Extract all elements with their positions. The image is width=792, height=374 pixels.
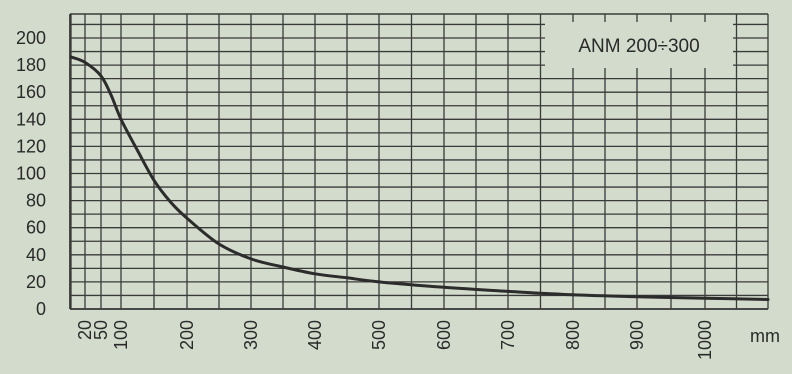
x-tick-label: 900 <box>627 320 647 350</box>
x-tick-label: 300 <box>241 320 261 350</box>
y-tick-label: 80 <box>26 191 46 211</box>
y-tick-label: 180 <box>16 55 46 75</box>
y-tick-label: 60 <box>26 218 46 238</box>
x-tick-label: 700 <box>498 320 518 350</box>
x-unit-label: mm <box>750 326 780 346</box>
y-tick-label: 100 <box>16 164 46 184</box>
x-tick-label: 1000 <box>695 320 715 360</box>
x-tick-label: 100 <box>111 320 131 350</box>
x-tick-label: 200 <box>177 320 197 350</box>
x-tick-label: 50 <box>91 320 111 340</box>
y-tick-label: 0 <box>36 299 46 319</box>
y-axis-ticks: 0 20 40 60 80 100 120 140 160 180 200 <box>16 28 46 319</box>
y-tick-label: 120 <box>16 136 46 156</box>
y-tick-label: 140 <box>16 109 46 129</box>
x-tick-label: 600 <box>434 320 454 350</box>
x-tick-label: 800 <box>563 320 583 350</box>
legend-label: ANM 200÷300 <box>578 36 699 57</box>
y-tick-label: 160 <box>16 82 46 102</box>
x-tick-label: 20 <box>75 320 95 340</box>
x-tick-label: 400 <box>305 320 325 350</box>
y-tick-label: 20 <box>26 272 46 292</box>
y-tick-label: 200 <box>16 28 46 48</box>
x-tick-label: 500 <box>369 320 389 350</box>
series-line <box>69 55 770 301</box>
legend-box <box>545 22 733 68</box>
grid <box>69 13 769 310</box>
y-tick-label: 40 <box>26 245 46 265</box>
